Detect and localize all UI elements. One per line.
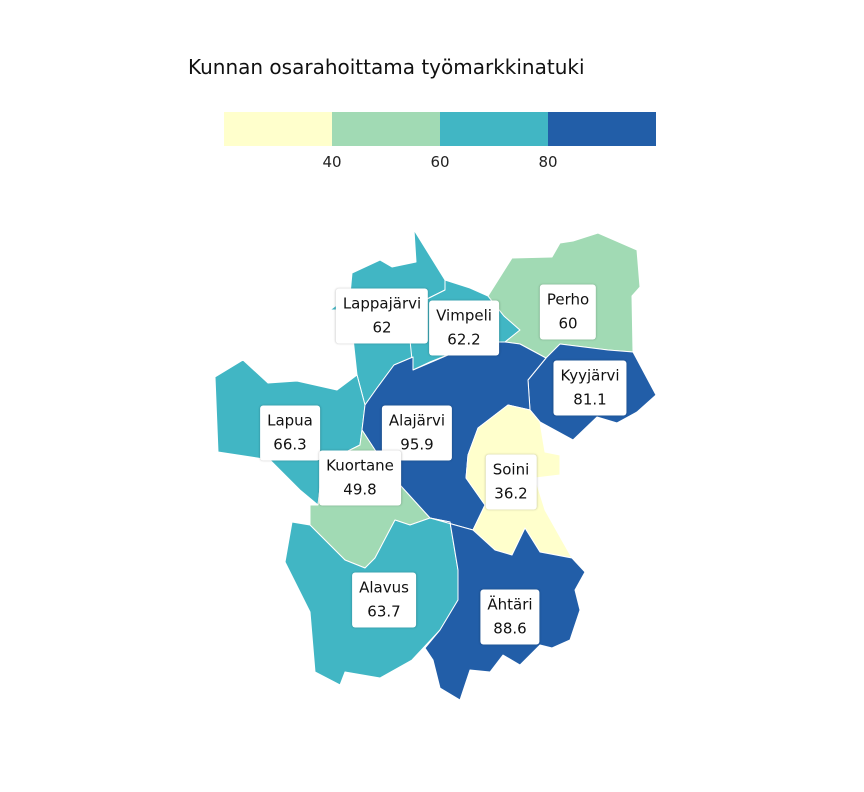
region-name: Alajärvi — [388, 411, 446, 430]
region-value: 62.2 — [447, 330, 481, 349]
region-value: 60 — [558, 314, 578, 333]
region-value: 49.8 — [343, 480, 377, 499]
region-label-ahtari: Ähtäri 88.6 — [480, 589, 540, 645]
region-name: Ähtäri — [487, 595, 533, 614]
region-label-alavus: Alavus 63.7 — [352, 572, 416, 628]
region-name: Vimpeli — [436, 306, 492, 325]
region-value: 81.1 — [573, 390, 607, 409]
legend-tick: 60 — [430, 153, 450, 171]
region-label-lappajarvi: Lappajärvi 62 — [335, 288, 429, 344]
region-label-soini: Soini 36.2 — [485, 454, 537, 510]
region-label-vimpeli: Vimpeli 62.2 — [429, 300, 499, 356]
legend-tick: 80 — [538, 153, 558, 171]
region-name: Soini — [492, 460, 530, 479]
region-value: 88.6 — [493, 619, 527, 638]
legend-bin-2 — [332, 112, 440, 146]
legend-bin-3 — [440, 112, 548, 146]
region-label-kyyjarvi: Kyyjärvi 81.1 — [553, 360, 627, 416]
region-name: Perho — [546, 290, 590, 309]
legend-bin-4 — [548, 112, 656, 146]
region-name: Kyyjärvi — [560, 366, 620, 385]
region-value: 63.7 — [367, 602, 401, 621]
legend-bin-1 — [224, 112, 332, 146]
region-value: 62 — [372, 318, 392, 337]
region-label-perho: Perho 60 — [539, 284, 597, 340]
region-value: 66.3 — [273, 435, 307, 454]
region-name: Lappajärvi — [342, 294, 422, 313]
region-value: 95.9 — [400, 435, 434, 454]
region-name: Lapua — [267, 411, 313, 430]
region-name: Kuortane — [326, 456, 394, 475]
map-title: Kunnan osarahoittama työmarkkinatuki — [188, 55, 585, 79]
region-value: 36.2 — [494, 484, 528, 503]
legend-tick: 40 — [322, 153, 342, 171]
region-name: Alavus — [359, 578, 409, 597]
region-label-kuortane: Kuortane 49.8 — [319, 450, 401, 506]
region-label-lapua: Lapua 66.3 — [260, 405, 320, 461]
